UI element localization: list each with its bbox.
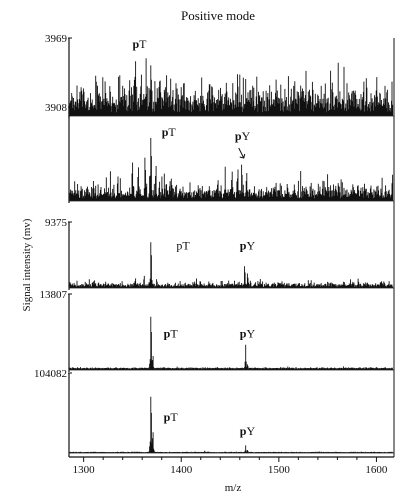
py-arrow-shaft xyxy=(238,147,245,159)
panel-4-peak-label-2: pY xyxy=(240,327,256,341)
panel-4-peak-label-1: pT xyxy=(164,327,179,341)
panel-5-spectrum-series xyxy=(69,396,394,453)
chart-title: Positive mode xyxy=(181,8,255,23)
py-arrow-head xyxy=(239,153,246,159)
panel-3-spectrum-series xyxy=(69,242,394,288)
panel-3-peak-label-2: pY xyxy=(240,239,256,253)
y-axis-label: Signal intensity (mv) xyxy=(21,218,33,311)
x-axis-label: m/z xyxy=(225,482,242,494)
panel-4-spectrum-series xyxy=(69,316,394,370)
panel-2-peak-label-2: pY xyxy=(235,129,251,143)
panel-5-peak-label-1: pT xyxy=(164,410,179,424)
x-tick-label-1400: 1400 xyxy=(170,464,193,476)
panel-1-peak-label-1: pT xyxy=(132,37,147,51)
panel-2-spectrum-series xyxy=(69,138,394,201)
panel-1-ymax-label: 3969 xyxy=(45,33,68,45)
panel-5-ymax-label: 104082 xyxy=(34,368,67,380)
panel-2-ymax-label: 3908 xyxy=(45,102,68,114)
panel-3-peak-label-1: pT xyxy=(176,239,190,253)
spectra-panels: 3969 pT 3908 pT pY 9375 pT pY 13807 pT pY 104082 pT p… xyxy=(34,33,395,476)
panel-4-ymax-label: 13807 xyxy=(40,289,68,301)
panel-3-ymax-label: 9375 xyxy=(45,217,68,229)
x-tick-label-1300: 1300 xyxy=(73,464,96,476)
panel-1-spectrum-series xyxy=(69,58,394,116)
x-tick-label-1500: 1500 xyxy=(268,464,291,476)
panel-5-peak-label-2: pY xyxy=(240,424,256,438)
panel-2-peak-label-1: pT xyxy=(162,125,177,139)
x-tick-label-1600: 1600 xyxy=(365,464,388,476)
